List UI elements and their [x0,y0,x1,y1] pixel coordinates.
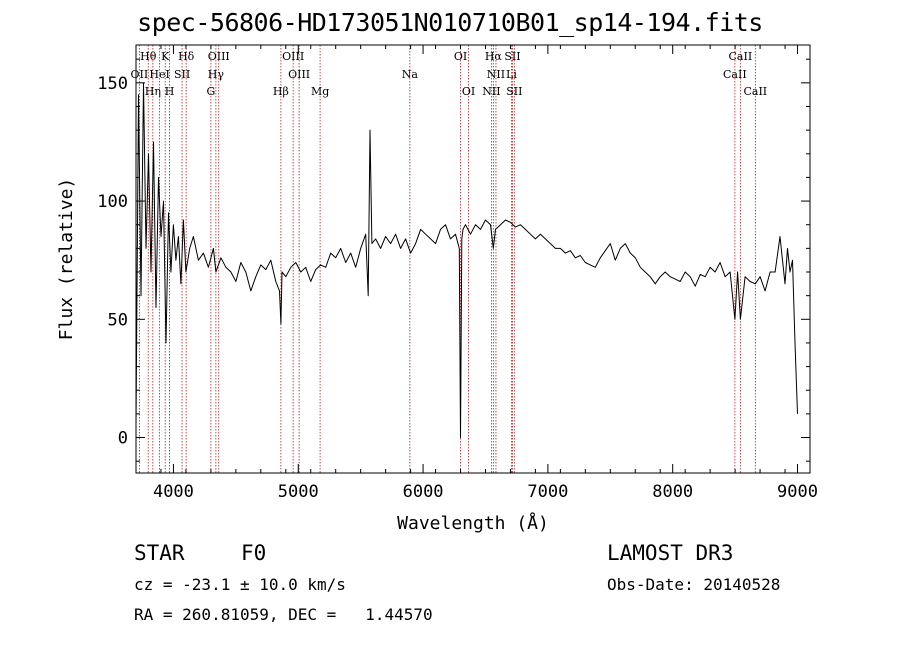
y-axis-label: Flux (relative) [56,178,77,341]
x-tick-label: 4000 [153,482,194,502]
x-tick-label: 6000 [403,482,444,502]
y-tick-label: 0 [118,429,128,449]
line-label: Hδ [178,50,195,63]
plot-frame [135,44,811,474]
x-tick-label: 7000 [527,482,568,502]
line-label: OIII [288,68,310,81]
line-label: Mg [311,85,329,98]
line-label: OIII [282,50,304,63]
line-label: SII [504,50,520,63]
redshift-readout: cz = -23.1 ± 10.0 km/s [134,575,346,594]
line-label: OI [454,50,467,63]
emission-line-markers [138,45,756,473]
object-class: STAR [134,541,185,565]
line-label: Hθ [140,50,157,63]
coordinates-readout: RA = 260.81059, DEC = 1.44570 [134,605,433,624]
line-label: NII [482,85,500,98]
x-axis: 4000 5000 6000 7000 8000 9000 [135,45,818,502]
line-label: CaII [743,85,767,98]
line-label: Hη [145,85,161,98]
line-label: CaII [729,50,753,63]
x-tick-label: 5000 [278,482,319,502]
line-label: OI [462,85,475,98]
observation-date: Obs-Date: 20140528 [607,575,781,594]
line-label: G [206,85,215,98]
line-label: H [165,85,175,98]
line-label: Hα [485,50,503,63]
line-label: Hγ [208,68,225,81]
object-subclass: F0 [241,541,267,565]
line-label: OIII [208,50,230,63]
y-tick-label: 150 [97,74,128,94]
line-label: CaII [723,68,747,81]
line-label: Na [402,68,419,81]
x-axis-label: Wavelength (Å) [397,512,549,534]
line-label: Li [506,68,517,81]
x-tick-label: 9000 [777,482,818,502]
line-label: HeI [149,68,169,81]
line-label: Hβ [273,85,289,98]
spectrum-series [135,82,798,438]
line-label: OII [131,68,149,81]
line-label: NII [487,68,505,81]
y-tick-label: 50 [108,310,128,330]
line-label: K [161,50,170,63]
y-axis: 0 50 100 150 [97,58,810,462]
y-tick-label: 100 [97,192,128,212]
line-label: SII [174,68,190,81]
chart-title: spec-56806-HD173051N010710B01_sp14-194.f… [137,8,763,37]
x-tick-label: 8000 [652,482,693,502]
survey-name: LAMOST DR3 [607,541,734,565]
series-spectrum [135,82,798,438]
line-label: SII [506,85,522,98]
